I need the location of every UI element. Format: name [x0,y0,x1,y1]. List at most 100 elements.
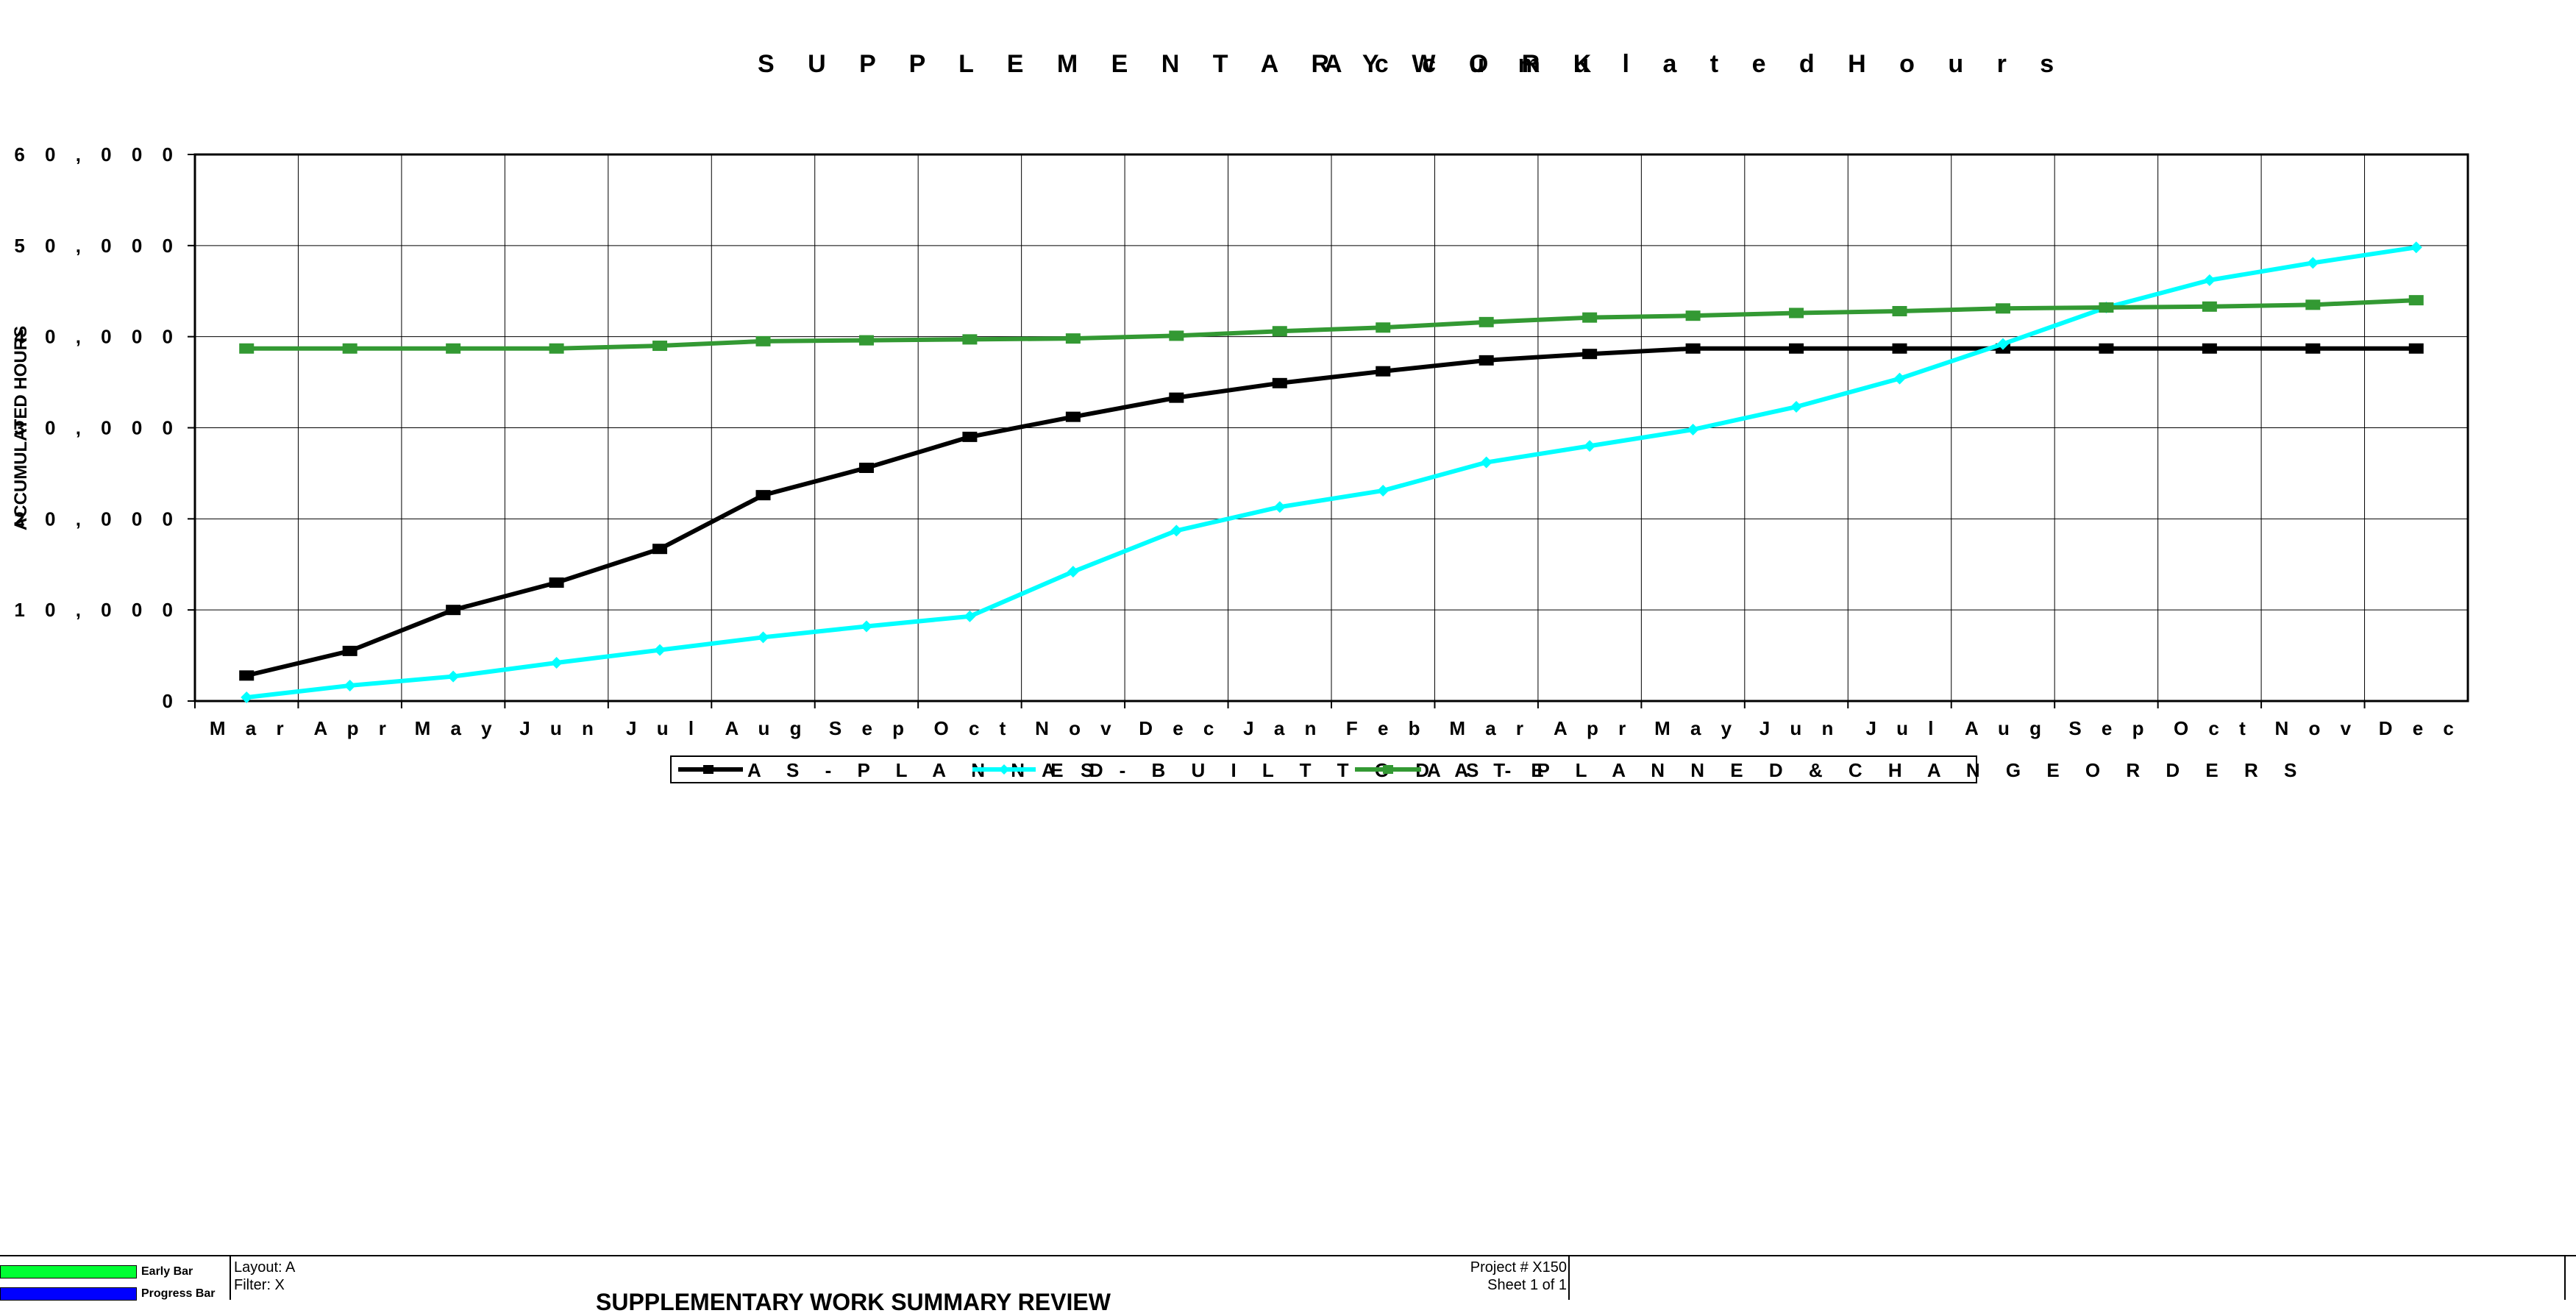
data-point [2410,241,2422,254]
data-point [549,577,564,588]
data-point [964,610,976,622]
y-tick-label: 2 0 , 0 0 0 [14,508,180,530]
data-point [550,656,563,669]
data-point [1169,330,1184,341]
data-point [1687,423,1699,435]
data-point [755,490,771,501]
x-tick-label: A u g [1965,717,2049,739]
data-point [2203,274,2216,286]
report-footer: Early Bar Progress Bar Layout: A Filter:… [0,1255,2576,1315]
data-point [858,335,874,346]
footer-divider [2564,1256,2566,1300]
y-tick-label: 0 [163,690,180,712]
x-tick-label: N o v [2275,717,2359,739]
early-bar-swatch [0,1265,137,1278]
legend-box [670,755,1977,783]
y-tick-label: 3 0 , 0 0 0 [14,417,180,439]
data-point [1892,305,1907,316]
data-point [1685,310,1701,321]
chart-subtitle: A c c u m u l a t e d H o u r s [1324,50,2067,78]
legend-label-as-built: A S - B U I L T T O D A T E [1042,759,1554,781]
data-point [549,343,564,354]
x-tick-label: J a n [1243,717,1323,739]
data-point [962,431,978,442]
data-point [1170,524,1183,537]
series-line [246,245,2417,700]
early-bar-label: Early Bar [141,1265,193,1278]
footer-divider [1568,1256,1570,1300]
data-point [239,343,255,354]
data-point [1480,456,1492,469]
x-tick-label: J u n [1760,717,1841,739]
data-point [860,620,872,633]
data-point [446,343,461,354]
data-point [447,670,460,683]
data-point [1376,366,1391,377]
data-point [757,631,769,644]
y-tick-label: 4 0 , 0 0 0 [14,326,180,348]
x-tick-label: S e p [2068,717,2151,739]
grid [195,154,2468,701]
y-axis: 0 1 0 , 0 0 0 2 0 , 0 0 0 3 0 , 0 0 0 4 0 , … [14,143,195,712]
data-point [654,644,666,656]
data-point [2202,343,2217,354]
filter-label: Filter: X [234,1277,285,1293]
x-tick-label: A u g [725,717,808,739]
series [239,241,2424,704]
data-point [755,335,771,346]
data-point [1995,303,2010,314]
x-tick-label: M a y [415,717,499,739]
data-point [1169,392,1184,403]
x-tick-label: J u n [519,717,601,739]
data-point [344,679,356,691]
data-point [1789,343,1804,354]
data-point [2408,295,2424,306]
data-point [1377,484,1390,497]
legend-label-as-planned: A S - P L A N N E D [747,759,1114,781]
data-point [241,691,253,704]
layout-label: Layout: A [234,1259,296,1276]
data-point [1584,440,1596,452]
report-title: SUPPLEMENTARY WORK SUMMARY REVIEW [596,1289,1111,1315]
data-point [239,670,255,681]
data-point [2099,343,2114,354]
x-tick-label: M a r [1449,717,1531,739]
series-line [246,346,2416,678]
x-tick-label: A p r [314,717,394,739]
x-tick-label: F e b [1346,717,1428,739]
data-point [1893,372,1906,385]
data-point [342,645,357,656]
series-as-planned-change-orders [239,295,2424,354]
data-point [1479,355,1494,366]
data-point [1996,338,2009,350]
project-number: Project # X150 [1470,1259,1567,1276]
data-point [652,544,668,555]
data-point [858,462,874,473]
legend-marker-as-planned [703,765,714,774]
data-point [1790,401,1803,413]
data-point [1067,566,1079,578]
data-point [1376,322,1391,333]
footer-divider [230,1256,231,1300]
data-point [1065,333,1081,344]
y-tick-label: 1 0 , 0 0 0 [14,599,180,621]
y-tick-label: 6 0 , 0 0 0 [14,143,180,166]
x-tick-label: M a y [1654,717,1739,739]
x-tick-label: A p r [1554,717,1633,739]
progress-bar-label: Progress Bar [141,1287,216,1300]
data-point [2307,257,2319,269]
series-as-planned [239,343,2424,681]
x-tick-label: D e c [1139,717,1221,739]
x-tick-label: O c t [2174,717,2253,739]
data-point [1582,349,1598,360]
data-point [2305,299,2321,310]
data-point [1582,312,1598,323]
data-point [1479,316,1494,327]
data-point [2202,301,2217,312]
data-point [962,334,978,345]
progress-bar-swatch [0,1287,137,1301]
data-point [446,605,461,616]
data-point [2408,343,2424,354]
